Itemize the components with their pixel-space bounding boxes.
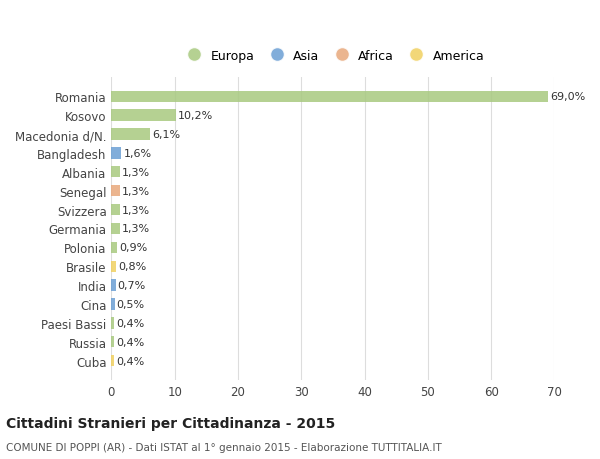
Text: 0,4%: 0,4%	[116, 318, 144, 328]
Text: 6,1%: 6,1%	[152, 130, 180, 140]
Text: COMUNE DI POPPI (AR) - Dati ISTAT al 1° gennaio 2015 - Elaborazione TUTTITALIA.I: COMUNE DI POPPI (AR) - Dati ISTAT al 1° …	[6, 442, 442, 452]
Text: 0,4%: 0,4%	[116, 356, 144, 366]
Bar	[112, 280, 116, 291]
Bar	[112, 261, 116, 272]
Bar	[112, 91, 548, 103]
Text: 1,3%: 1,3%	[121, 186, 149, 196]
Text: 69,0%: 69,0%	[550, 92, 585, 102]
Bar	[112, 242, 117, 253]
Text: 10,2%: 10,2%	[178, 111, 213, 121]
Bar	[112, 185, 119, 197]
Bar	[112, 129, 150, 140]
Text: 0,8%: 0,8%	[118, 262, 146, 272]
Bar	[112, 336, 114, 348]
Bar	[112, 204, 119, 216]
Text: 0,4%: 0,4%	[116, 337, 144, 347]
Legend: Europa, Asia, Africa, America: Europa, Asia, Africa, America	[176, 45, 489, 67]
Bar	[112, 318, 114, 329]
Text: 0,7%: 0,7%	[118, 280, 146, 291]
Text: 1,3%: 1,3%	[121, 224, 149, 234]
Bar	[112, 224, 119, 235]
Text: 1,3%: 1,3%	[121, 205, 149, 215]
Text: 1,6%: 1,6%	[124, 149, 152, 158]
Text: 1,3%: 1,3%	[121, 168, 149, 178]
Text: Cittadini Stranieri per Cittadinanza - 2015: Cittadini Stranieri per Cittadinanza - 2…	[6, 416, 335, 430]
Bar	[112, 299, 115, 310]
Bar	[112, 355, 114, 367]
Bar	[112, 110, 176, 122]
Bar	[112, 167, 119, 178]
Text: 0,9%: 0,9%	[119, 243, 147, 253]
Bar	[112, 148, 121, 159]
Text: 0,5%: 0,5%	[116, 299, 145, 309]
